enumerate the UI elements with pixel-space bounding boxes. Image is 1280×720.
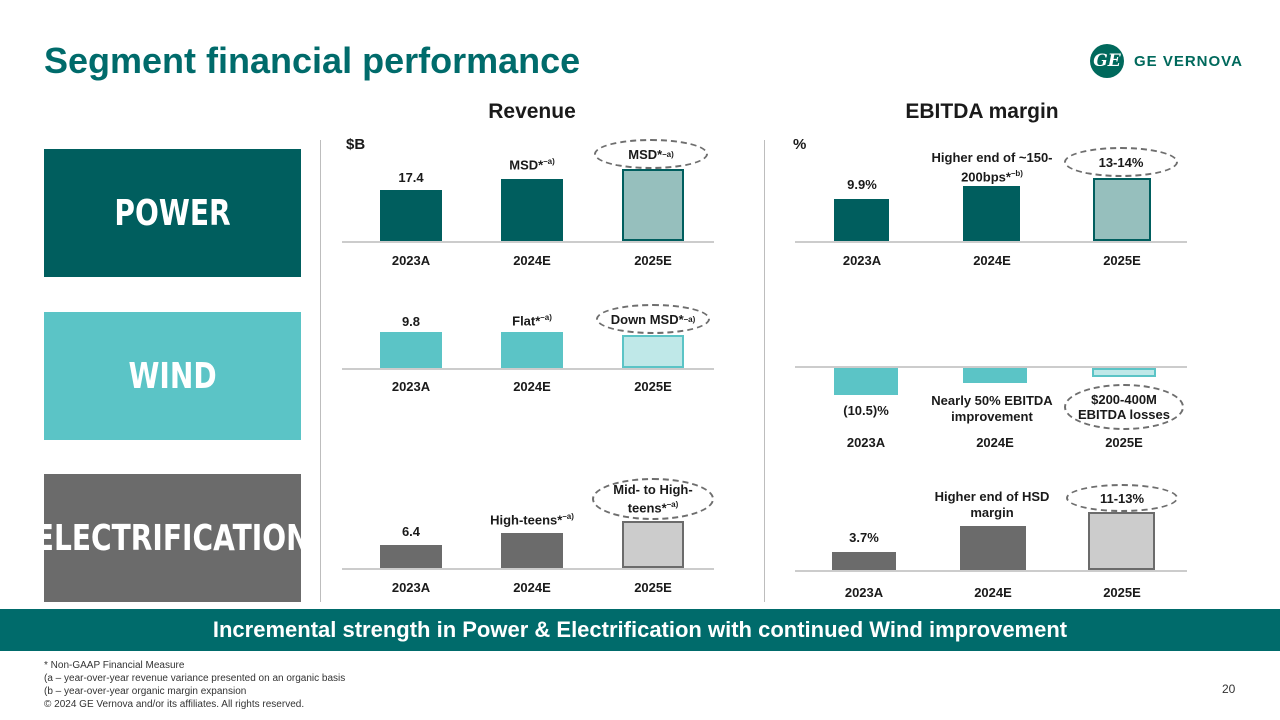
axis-line xyxy=(795,366,1187,368)
data-label: Mid- to High-teens*–a) xyxy=(613,482,693,516)
data-label: Flat*–a) xyxy=(512,313,552,329)
segment-name: ELECTRIFICATION xyxy=(35,517,310,559)
tick-label: 2025E xyxy=(1105,435,1143,450)
column-divider xyxy=(764,140,765,602)
bar-wind-ebitda-2025e xyxy=(1092,368,1156,377)
bar-elec-ebitda-2023a xyxy=(832,552,896,570)
bar-wind-revenue-2023a xyxy=(380,332,442,368)
highlight-ellipse: MSD* –a) xyxy=(594,139,708,169)
data-label: 3.7% xyxy=(849,530,879,545)
tick-label: 2024E xyxy=(513,580,551,595)
tick-label: 2024E xyxy=(974,585,1012,600)
bar-power-ebitda-2025e xyxy=(1093,178,1151,241)
tick-label: 2023A xyxy=(391,253,431,268)
bar-power-revenue-2024e xyxy=(501,179,563,241)
copyright: © 2024 GE Vernova and/or its affiliates.… xyxy=(44,699,305,710)
bar-wind-ebitda-2024e xyxy=(963,368,1027,383)
highlight-ellipse: 11-13% xyxy=(1066,484,1178,512)
highlight-ellipse: $200-400M EBITDA losses xyxy=(1064,384,1184,430)
bar-power-revenue-2023a xyxy=(380,190,442,241)
data-label: 11-13% xyxy=(1099,490,1145,506)
ge-vernova-logo: GE GE VERNOVA xyxy=(1090,44,1243,78)
bar-wind-revenue-2024e xyxy=(501,332,563,368)
data-label: (10.5)% xyxy=(843,403,889,418)
segment-tile-electrification: ELECTRIFICATION xyxy=(35,474,310,602)
segment-tile-power: POWER xyxy=(44,149,301,277)
ebitda-unit: % xyxy=(793,136,807,153)
page-title: Segment financial performance xyxy=(44,40,581,81)
segment-name: POWER xyxy=(114,192,231,234)
axis-line xyxy=(795,570,1187,572)
tick-label: 2025E xyxy=(634,253,672,268)
bar-elec-revenue-2024e xyxy=(501,533,563,568)
data-label: Higher end of HSD margin xyxy=(934,489,1050,520)
tick-label: 2023A xyxy=(391,379,431,394)
bar-power-revenue-2025e xyxy=(622,169,684,241)
highlight-ellipse: Down MSD* –a) xyxy=(596,304,710,334)
bar-elec-revenue-2023a xyxy=(380,545,442,568)
tick-label: 2023A xyxy=(842,253,882,268)
bar-elec-ebitda-2024e xyxy=(960,526,1026,570)
bar-wind-ebitda-2023a xyxy=(834,368,898,395)
tick-label: 2024E xyxy=(513,253,551,268)
footnote: (b – year-over-year organic margin expan… xyxy=(44,686,247,697)
footnote: (a – year-over-year revenue variance pre… xyxy=(44,673,346,684)
highlight-ellipse: Mid- to High-teens*–a) xyxy=(592,478,714,520)
data-label: High-teens*–a) xyxy=(490,512,574,528)
data-label: 9.8 xyxy=(401,314,421,329)
ebitda-heading: EBITDA margin xyxy=(905,100,1059,123)
column-divider xyxy=(320,140,321,602)
axis-line xyxy=(342,568,714,570)
segment-name: WIND xyxy=(128,355,217,397)
segment-tile-wind: WIND xyxy=(44,312,301,440)
tick-label: 2025E xyxy=(1103,253,1141,268)
axis-line xyxy=(342,368,714,370)
data-label: 17.4 xyxy=(398,170,424,185)
tick-label: 2024E xyxy=(513,379,551,394)
revenue-heading: Revenue xyxy=(488,100,576,123)
data-label: MSD*–a) xyxy=(509,157,555,173)
page-number: 20 xyxy=(1222,682,1236,696)
tick-label: 2023A xyxy=(391,580,431,595)
revenue-unit: $B xyxy=(346,136,366,153)
data-label: Down MSD* xyxy=(610,311,684,327)
axis-line xyxy=(342,241,714,243)
bar-power-ebitda-2024e xyxy=(963,186,1020,241)
data-label: 6.4 xyxy=(401,524,421,539)
data-label: Nearly 50% EBITDA improvement xyxy=(931,393,1053,424)
data-label: 9.9% xyxy=(847,177,877,192)
axis-line xyxy=(795,241,1187,243)
footnote: * Non-GAAP Financial Measure xyxy=(44,660,185,671)
ge-monogram-icon: GE xyxy=(1090,44,1124,78)
tick-label: 2025E xyxy=(634,379,672,394)
tick-label: 2025E xyxy=(1103,585,1141,600)
logo-text: GE VERNOVA xyxy=(1134,52,1243,70)
tick-label: 2025E xyxy=(634,580,672,595)
tick-label: 2024E xyxy=(976,435,1014,450)
bar-elec-ebitda-2025e xyxy=(1088,512,1155,570)
tick-label: 2023A xyxy=(846,435,886,450)
tick-label: 2023A xyxy=(844,585,884,600)
data-label: Higher end of ~150-200bps*–b) xyxy=(931,150,1053,185)
data-label: MSD* xyxy=(628,146,663,162)
data-label: $200-400M EBITDA losses xyxy=(1078,392,1170,422)
bar-elec-revenue-2025e xyxy=(622,521,684,568)
data-label: 13-14% xyxy=(1098,154,1144,170)
summary-banner: Incremental strength in Power & Electrif… xyxy=(0,609,1280,651)
bar-power-ebitda-2023a xyxy=(834,199,889,241)
highlight-ellipse: 13-14% xyxy=(1064,147,1178,177)
tick-label: 2024E xyxy=(973,253,1011,268)
bar-wind-revenue-2025e xyxy=(622,335,684,368)
